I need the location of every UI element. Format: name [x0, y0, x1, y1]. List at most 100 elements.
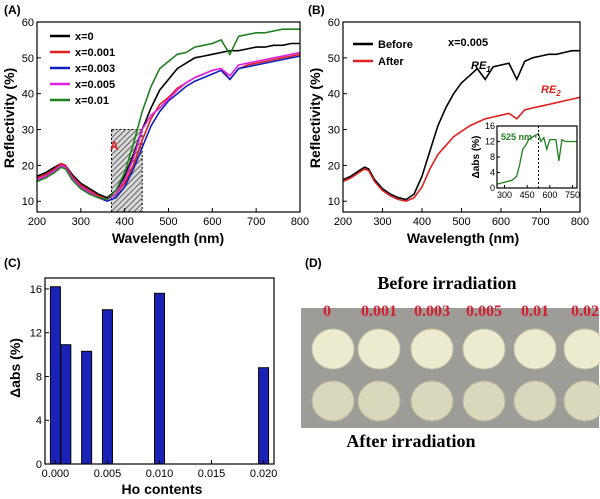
inset-ytick-label: 4	[490, 168, 495, 178]
panel-b-legend-label: Before	[378, 39, 413, 51]
panel-c-bar-1	[60, 344, 72, 465]
panel-b-legend-label: After	[378, 56, 404, 68]
panel-b-xtick-label: 500	[452, 216, 470, 228]
inset-xtick-label: 750	[565, 190, 580, 200]
panel-a-xlabel: Wavelength (nm)	[112, 230, 224, 246]
sample-disc-before-2	[410, 328, 454, 370]
panel-a: (A) 200 300 400 500 600 700 800 10 20 30 40 50 60 Re…	[1, 3, 309, 246]
panel-b-xtick-label: 800	[571, 216, 589, 228]
panel-c-axes: 0.000 0.005 0.010 0.015 0.020 0 4 8 12 16	[30, 277, 278, 480]
panel-a-legend: x=0 x=0.001 x=0.003 x=0.005 x=0.01	[50, 31, 115, 107]
inset-bg	[497, 126, 577, 188]
panel-c-ylabel: Δabs (%)	[7, 338, 23, 398]
panel-a-axes: 200 300 400 500 600 700 800 10 20 30 40 50 60	[22, 17, 309, 228]
sample-label-0: 0	[323, 303, 331, 320]
panel-a-legend-label: x=0.003	[75, 63, 115, 75]
panel-b-ytick-label: 60	[328, 17, 340, 29]
panel-b-marks	[342, 49, 581, 203]
panel-a-label: (A)	[4, 3, 21, 17]
panel-b-legend: Before After	[353, 39, 413, 68]
panel-a-xtick-label: 300	[72, 216, 90, 228]
inset-ytick-label: 0	[490, 183, 495, 193]
panel-b-xlabel: Wavelength (nm)	[407, 230, 519, 246]
sample-discs	[311, 328, 600, 422]
panel-b-ytick-label: 40	[328, 89, 340, 101]
panel-b-re2-subscript: 2	[555, 89, 561, 98]
panel-a-legend-label: x=0.01	[75, 95, 109, 107]
panel-a-ylabel: Reflectivity (%)	[1, 68, 17, 168]
inset-annotation: 525 nm	[501, 132, 532, 142]
panel-c-ytick-label: 8	[36, 371, 42, 383]
panel-c-ytick-label: 16	[30, 284, 42, 296]
panel-a-annotation: A	[110, 139, 119, 153]
panel-c-bar-4	[154, 292, 165, 465]
panel-c-bar-5	[258, 367, 270, 465]
panel-c-bar-3	[101, 309, 113, 465]
panel-b-line-1	[342, 96, 581, 203]
panel-a-ytick-label: 30	[22, 125, 34, 137]
panel-b-re1-subscript: 1	[486, 65, 491, 74]
sample-disc-after-3	[462, 380, 506, 422]
panel-a-xtick-label: 800	[291, 216, 309, 228]
sample-disc-before-0	[311, 328, 355, 370]
sample-labels: 0 0.001 0.003 0.005 0.01 0.02	[323, 303, 599, 320]
panel-a-line-0	[36, 42, 300, 199]
panel-c-bar-0	[49, 286, 61, 465]
panel-a-legend-label: x=0.001	[75, 47, 115, 59]
panel-b-ytick-label: 20	[328, 160, 340, 172]
panel-c-bars	[49, 286, 270, 465]
sample-disc-before-3	[462, 328, 506, 370]
inset-line	[496, 132, 577, 185]
sample-disc-after-1	[357, 380, 401, 422]
panel-b-ylabel: Reflectivity (%)	[307, 68, 323, 168]
panel-c-xtick-label: 0.015	[198, 468, 226, 480]
panel-a-xtick-label: 200	[28, 216, 46, 228]
inset-xtick-label: 450	[520, 190, 535, 200]
sample-disc-before-4	[513, 328, 557, 370]
panel-b-xtick-label: 300	[373, 216, 391, 228]
panel-a-line-4	[36, 28, 300, 201]
inset-ytick-label: 12	[485, 137, 495, 147]
inset-ytick-label: 8	[490, 152, 495, 162]
panel-d-before-title: Before irradiation	[377, 273, 516, 293]
panel-b-ytick-label: 10	[328, 196, 340, 208]
panel-a-ytick-label: 20	[22, 160, 34, 172]
panel-c-bar-2	[81, 350, 93, 465]
sample-disc-before-1	[357, 328, 401, 370]
panel-a-ytick-label: 60	[22, 17, 34, 29]
panel-a-marks	[36, 28, 301, 213]
panel-d-after-title: After irradiation	[346, 431, 475, 451]
panel-c-xtick-label: 0.000	[42, 468, 70, 480]
panel-a-xtick-label: 600	[203, 216, 221, 228]
inset-ylabel: Δabs (%)	[471, 136, 482, 179]
panel-a-xtick-label: 700	[247, 216, 265, 228]
sample-label-5: 0.02	[571, 303, 599, 320]
panel-b-re2-label: RE2	[541, 84, 561, 98]
panel-c-xtick-label: 0.010	[146, 468, 174, 480]
inset-xtick-label: 300	[497, 190, 512, 200]
sample-label-3: 0.005	[466, 303, 502, 320]
panel-c-xlabel: Ho contents	[122, 481, 203, 497]
sample-disc-after-0	[311, 380, 355, 422]
panel-d: (D) Before irradiation 0 0.001 0.003 0.005 0…	[301, 256, 600, 451]
sample-disc-after-4	[513, 380, 557, 422]
panel-b-sample-text: x=0.005	[448, 37, 488, 49]
panel-a-legend-label: x=0.005	[75, 79, 115, 91]
panel-a-xtick-label: 400	[115, 216, 133, 228]
panel-a-ytick-label: 50	[22, 53, 34, 65]
panel-b-xtick-label: 700	[531, 216, 549, 228]
panel-b-xtick-label: 600	[492, 216, 510, 228]
panel-b-label: (B)	[308, 3, 325, 17]
panel-c-xtick-label: 0.005	[94, 468, 122, 480]
inset-xtick-label: 600	[542, 190, 557, 200]
panel-c-xtick-label: 0.020	[250, 468, 278, 480]
sample-label-4: 0.01	[521, 303, 549, 320]
panel-b-line-0	[342, 49, 580, 201]
sample-label-1: 0.001	[361, 303, 397, 320]
panel-a-ytick-label: 10	[22, 196, 34, 208]
panel-c-ytick-label: 12	[30, 328, 42, 340]
panel-b-xtick-label: 400	[413, 216, 431, 228]
